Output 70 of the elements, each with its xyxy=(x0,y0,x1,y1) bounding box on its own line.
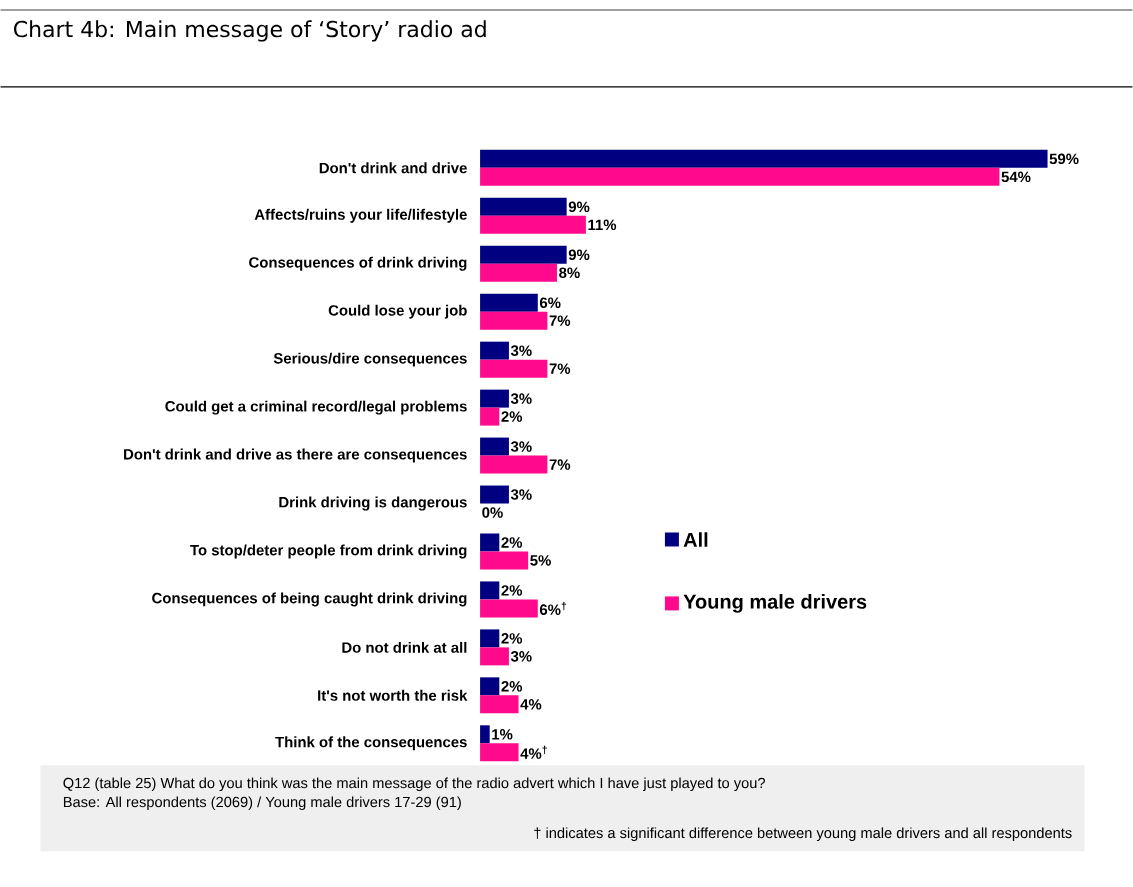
data-label: 2% xyxy=(501,537,523,548)
y-tick-label: Consequences of drink driving xyxy=(249,256,467,271)
data-label: 3% xyxy=(510,489,532,500)
bar xyxy=(480,215,586,234)
y-tick-label: Drink driving is dangerous xyxy=(279,496,467,511)
data-label: 3% xyxy=(510,650,532,662)
data-label: 6% xyxy=(539,297,561,308)
legend-label: Young male drivers xyxy=(683,593,867,613)
data-label: 3% xyxy=(510,393,532,404)
bar xyxy=(480,311,548,330)
data-label: 11% xyxy=(588,219,617,230)
data-label: 6%$^{†}$ xyxy=(539,601,567,615)
bar xyxy=(480,629,500,648)
y-tick-label: Do not drink at all xyxy=(342,641,467,653)
bar xyxy=(480,359,548,378)
data-label: 7% xyxy=(549,315,571,326)
data-label: 2% xyxy=(501,411,523,422)
y-tick-label: Think of the consequences xyxy=(275,736,467,751)
data-label: 2% xyxy=(501,680,523,692)
data-label: 8% xyxy=(559,267,580,278)
data-label: 1% xyxy=(492,728,513,740)
bar xyxy=(480,551,529,570)
bar xyxy=(480,485,509,504)
bar xyxy=(480,437,509,456)
data-label: 3% xyxy=(510,441,532,452)
bar xyxy=(480,293,538,312)
bar xyxy=(480,725,490,744)
text: † indicates a significant difference between young male drivers and all respondents xyxy=(534,827,1072,841)
bar xyxy=(480,197,567,216)
y-tick-label: Could get a criminal record/legal problems xyxy=(165,400,467,415)
data-label: 0% xyxy=(482,507,503,518)
bar xyxy=(480,263,558,282)
y-tick-label: Don't drink and drive xyxy=(319,162,467,174)
bar xyxy=(480,167,1000,186)
data-label: 54% xyxy=(1001,171,1031,183)
data-label: 3% xyxy=(510,345,532,356)
bar xyxy=(480,599,538,618)
bar xyxy=(480,149,1048,168)
y-tick-label: Consequences of being caught drink driving xyxy=(152,592,467,607)
data-label: 4% xyxy=(520,699,542,710)
data-label: 5% xyxy=(530,555,551,566)
y-tick-label: Don't drink and drive as there are consequences xyxy=(124,448,467,463)
y-tick-label: It's not worth the risk xyxy=(318,689,468,701)
bar xyxy=(480,455,548,474)
bar xyxy=(480,677,500,696)
bar xyxy=(480,245,567,264)
text: Chart 4b: Main message of ‘Story’ radio ad xyxy=(14,20,486,42)
data-label: 59% xyxy=(1049,153,1079,165)
bar xyxy=(480,389,509,408)
bar xyxy=(480,743,519,762)
data-label: 4%$^{†}$ xyxy=(520,745,547,759)
data-label: 9% xyxy=(568,249,590,260)
bar xyxy=(480,533,500,552)
y-tick-label: Affects/ruins your life/lifestyle xyxy=(254,208,467,223)
text: Q12 (table 25) What do you think was the main message of the radio advert which I have just played to you? xyxy=(63,777,766,791)
bar xyxy=(480,581,500,600)
data-label: 9% xyxy=(568,201,590,212)
y-tick-label: Serious/dire consequences xyxy=(273,352,467,367)
data-label: 2% xyxy=(501,585,523,596)
bar xyxy=(480,647,509,666)
text: Base: All respondents (2069) / Young male drivers 17-29 (91) xyxy=(63,796,461,810)
data-label: 7% xyxy=(549,363,571,374)
data-label: 7% xyxy=(549,459,571,470)
y-tick-label: Could lose your job xyxy=(328,304,467,319)
bar xyxy=(480,695,519,714)
legend-label: All xyxy=(683,532,708,547)
y-tick-label: To stop/deter people from drink driving xyxy=(190,544,467,559)
bar xyxy=(480,341,509,360)
bar xyxy=(480,407,500,426)
data-label: 2% xyxy=(501,633,523,644)
